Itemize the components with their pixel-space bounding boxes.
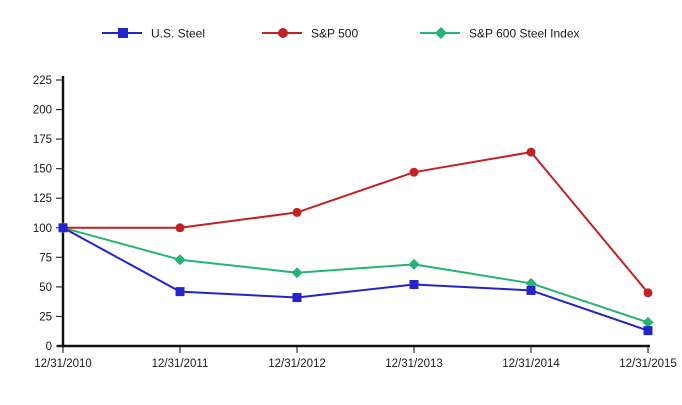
y-tick-label: 125 xyxy=(33,193,52,205)
data-point-s-p-600-steel-index-12-31-2011 xyxy=(174,254,186,266)
x-tick-label: 12/31/2014 xyxy=(502,358,560,370)
x-tick-label: 12/31/2013 xyxy=(385,358,443,370)
data-point-s-p-500-12-31-2011 xyxy=(175,223,185,233)
y-tick-label: 25 xyxy=(39,311,52,323)
axes: 0 25 50 75 100 125 150 175 200 225 12/31/2010 12/31… xyxy=(33,75,677,370)
data-point-u-s-steel-12-31-2014 xyxy=(526,285,536,295)
y-tick-label: 100 xyxy=(33,223,52,235)
y-tick-label: 50 xyxy=(39,282,52,294)
data-point-u-s-steel-12-31-2011 xyxy=(175,287,185,297)
data-point-s-p-600-steel-index-12-31-2015 xyxy=(642,316,654,328)
data-point-s-p-500-12-31-2013 xyxy=(409,167,419,177)
legend-item-u-s-steel: U.S. Steel xyxy=(102,27,205,41)
y-tick-label: 175 xyxy=(33,134,52,146)
diamond-icon xyxy=(435,27,447,39)
series-line-s-p-500 xyxy=(63,151,649,294)
data-point-s-p-500-12-31-2014 xyxy=(526,147,536,157)
legend-label: S&P 500 xyxy=(311,27,358,41)
data-point-s-p-500-12-31-2015 xyxy=(643,288,653,298)
data-point-u-s-steel-12-31-2012 xyxy=(292,293,302,303)
circle-icon xyxy=(278,28,288,38)
chart-legend: U.S. Steel S&P 500 S&P 600 Steel Index xyxy=(102,27,580,41)
data-point-s-p-600-steel-index-12-31-2013 xyxy=(408,258,420,270)
data-point-u-s-steel-12-31-2013 xyxy=(409,280,419,290)
y-tick-label: 225 xyxy=(33,75,52,87)
legend-label: S&P 600 Steel Index xyxy=(469,27,580,41)
series-s-p-600-steel-index xyxy=(57,222,654,328)
y-tick-label: 150 xyxy=(33,164,52,176)
x-tick-label: 12/31/2011 xyxy=(152,358,209,370)
data-point-s-p-500-12-31-2012 xyxy=(292,207,302,217)
series-u-s-steel xyxy=(58,223,653,336)
x-tick-label: 12/31/2010 xyxy=(34,358,92,370)
data-point-s-p-600-steel-index-12-31-2012 xyxy=(291,267,303,279)
data-point-u-s-steel-12-31-2010 xyxy=(58,223,68,233)
x-tick-label: 12/31/2015 xyxy=(619,358,677,370)
x-tick-label: 12/31/2012 xyxy=(268,358,326,370)
legend-item-s-p-500: S&P 500 xyxy=(262,27,358,41)
data-point-u-s-steel-12-31-2015 xyxy=(643,326,653,336)
legend-item-s-p-600-steel-index: S&P 600 Steel Index xyxy=(420,27,580,41)
series-line-s-p-600-steel-index xyxy=(62,226,649,324)
y-tick-label: 75 xyxy=(39,252,52,264)
y-tick-label: 0 xyxy=(46,341,52,353)
series-line-u-s-steel xyxy=(62,226,649,332)
legend-label: U.S. Steel xyxy=(151,27,205,41)
y-tick-label: 200 xyxy=(33,105,52,117)
square-icon xyxy=(118,28,128,38)
